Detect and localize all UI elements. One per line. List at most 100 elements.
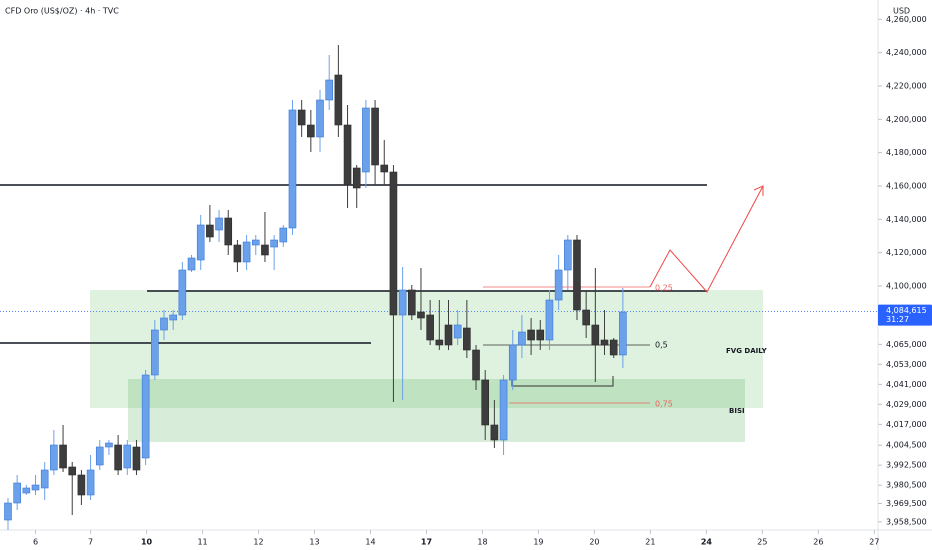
candle-body [407,289,416,316]
candle-body [4,502,12,521]
candle-body [233,244,242,263]
candle-body [609,339,618,356]
candle-body [196,224,205,261]
plot [4,45,627,530]
candle-body [499,379,508,441]
candle-body [417,311,425,319]
candle-body [518,331,526,346]
y-tick-label: 3,958,500 [886,517,927,526]
chart-title: CFD Oro (US$/OZ) · 4h · TVC [5,7,119,16]
x-tick-label: 12 [253,538,263,547]
last-price-box [878,304,932,326]
bisi-zone [128,379,745,442]
candle-body [444,324,453,346]
last-price-label: 4,084,615 [886,306,927,315]
candle-body [50,444,58,471]
y-tick-label: 3,992,500 [886,461,927,470]
y-tick-label: 4,200,000 [886,115,927,124]
x-tick-label: 19 [533,538,543,547]
y-tick-label: 4,041,000 [886,380,927,389]
candle-body [371,107,379,166]
candle-body [564,239,572,271]
candle-body [600,339,609,346]
x-tick-label: 26 [813,538,823,547]
y-tick-label: 4,065,000 [886,340,927,349]
candle-body [545,299,554,341]
y-tick-label: 4,180,000 [886,148,927,157]
x-tick-label: 6 [33,538,38,547]
fib-label: 0,5 [655,341,668,350]
candle-body [22,487,31,494]
candle-body [389,171,398,316]
candle-body [86,469,95,496]
candle-body [68,466,77,476]
y-tick-label: 3,969,500 [886,499,927,508]
y-tick-label: 4,240,000 [886,48,927,57]
candle-body [40,469,49,489]
y-tick-label: 4,160,000 [886,182,927,191]
candle-body [13,482,21,504]
x-tick-label: 11 [197,538,207,547]
candle-body [105,442,113,448]
candle-body [187,257,196,271]
y-tick-label: 4,260,000 [886,15,927,24]
y-tick-label: 4,017,000 [886,420,927,429]
candle-body [206,224,214,238]
fvg-zone [90,290,763,408]
candle-body [242,241,251,263]
x-tick-label: 25 [757,538,767,547]
projection-path [649,185,764,293]
candle-body [224,217,233,246]
candle-body [132,446,141,471]
y-tick-label: 4,140,000 [886,215,927,224]
range-bracket [511,376,614,387]
candle-body [325,79,333,101]
candle-body [619,311,627,356]
x-tick-label: 17 [421,538,432,547]
candle-body [95,446,104,466]
candle-body [536,329,545,341]
candle-body [59,444,67,469]
candle-body [178,269,187,316]
currency: USD [893,7,910,16]
candle-body [481,379,490,426]
candle-body [141,374,150,459]
candle-body [435,339,444,346]
x-tick-label: 7 [88,538,93,547]
x-tick-label: 24 [701,538,713,547]
zone-label: BISI [729,407,745,415]
candle-body [334,74,343,126]
x-tick-label: 13 [309,538,319,547]
candle-body [453,324,462,339]
candle-body [114,444,122,471]
candle-body [508,344,517,381]
candle-body [160,317,168,331]
candle-body [554,269,563,301]
x-tick-label: 14 [365,538,375,547]
projection-arrow [753,185,764,196]
candle-body [279,227,288,243]
candle-body [288,109,297,229]
countdown: 31:27 [886,315,909,324]
candle-body [527,329,535,341]
candle-body [77,474,86,496]
candle-body [463,327,471,351]
y-tick-label: 4,100,000 [886,282,927,291]
candle-body [307,124,315,138]
candle-body [573,239,581,311]
candle-body [316,99,324,138]
candle-body [398,289,407,316]
candle-body [261,244,269,256]
x-tick-label: 20 [589,538,599,547]
y-tick-label: 4,029,000 [886,400,927,409]
candle-body [251,239,260,246]
fib-label: 0,75 [655,400,673,409]
x-tick-label: 21 [645,538,655,547]
candle-body [472,349,480,381]
candle-body [362,107,370,173]
x-tick-label: 18 [477,538,487,547]
candle-body [31,484,40,491]
y-tick-label: 4,220,000 [886,82,927,91]
